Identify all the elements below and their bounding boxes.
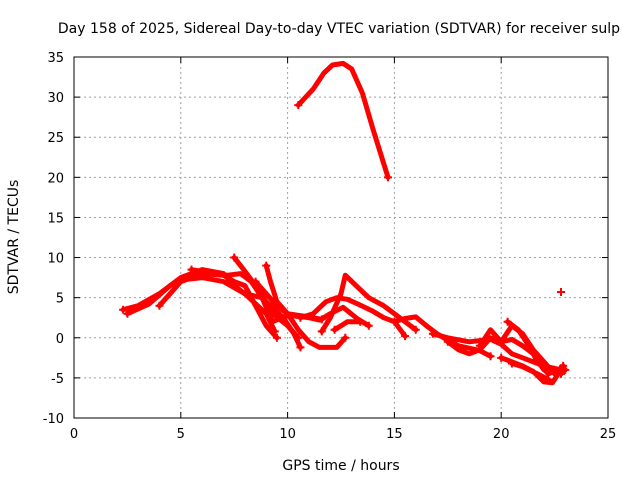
data-point <box>503 317 512 326</box>
x-axis-label: GPS time / hours <box>282 458 399 474</box>
data-point <box>230 253 239 262</box>
data-point <box>497 353 506 362</box>
data-layer <box>119 60 570 386</box>
x-tick-label: 25 <box>600 427 617 442</box>
x-tick-label: 10 <box>279 427 296 442</box>
data-point <box>262 261 271 270</box>
series-arc-6 <box>253 279 348 350</box>
y-tick-label: 20 <box>47 171 64 186</box>
series-arc-5 <box>231 255 303 350</box>
y-tick-label: -5 <box>51 372 64 387</box>
x-tick-label: 20 <box>493 427 510 442</box>
series-arc-3 <box>156 271 280 341</box>
data-point <box>317 315 326 324</box>
data-point <box>390 317 399 326</box>
data-point <box>383 173 392 182</box>
data-point <box>294 101 303 110</box>
series-arc-10 <box>332 319 363 333</box>
data-point <box>296 313 305 322</box>
data-point <box>251 277 260 286</box>
data-point <box>443 337 452 346</box>
data-point <box>544 375 553 384</box>
y-tick-label: 10 <box>47 252 64 267</box>
y-tick-label: 35 <box>47 51 64 66</box>
data-point <box>364 321 373 330</box>
data-point <box>296 343 305 352</box>
series-arc-11 <box>295 60 391 180</box>
data-point <box>119 305 128 314</box>
plot-frame <box>73 56 609 419</box>
data-point <box>187 265 196 274</box>
data-point <box>272 333 281 342</box>
series-arc-18 <box>509 360 551 382</box>
series-arc-8 <box>297 295 408 339</box>
y-tick-label: -10 <box>43 412 64 427</box>
data-point <box>123 309 132 318</box>
data-point <box>155 301 164 310</box>
data-point <box>317 327 326 336</box>
data-point <box>330 325 339 334</box>
chart-title: Day 158 of 2025, Sidereal Day-to-day VTE… <box>58 21 620 37</box>
y-tick-label: 25 <box>47 131 64 146</box>
y-tick-label: 30 <box>47 91 64 106</box>
y-tick-label: 15 <box>47 211 64 226</box>
data-point <box>356 317 365 326</box>
data-point <box>486 352 495 361</box>
y-axis-label: SDTVAR / TECUs <box>6 180 22 295</box>
ticks: 0 5 10 15 20 25 -10 -5 0 5 10 15 20 25 30 35 <box>43 51 617 442</box>
data-point <box>411 325 420 334</box>
data-point <box>428 329 437 338</box>
x-tick-label: 0 <box>70 427 78 442</box>
data-point <box>507 359 516 368</box>
data-point <box>557 288 566 297</box>
data-point <box>341 333 350 342</box>
series-arc-17 <box>505 319 564 377</box>
y-tick-label: 0 <box>56 332 64 347</box>
data-point <box>401 332 410 341</box>
data-point <box>475 341 484 350</box>
x-tick-label: 5 <box>177 427 185 442</box>
y-tick-label: 5 <box>56 292 64 307</box>
data-point <box>557 364 566 373</box>
grid <box>74 57 608 418</box>
x-tick-label: 15 <box>386 427 403 442</box>
